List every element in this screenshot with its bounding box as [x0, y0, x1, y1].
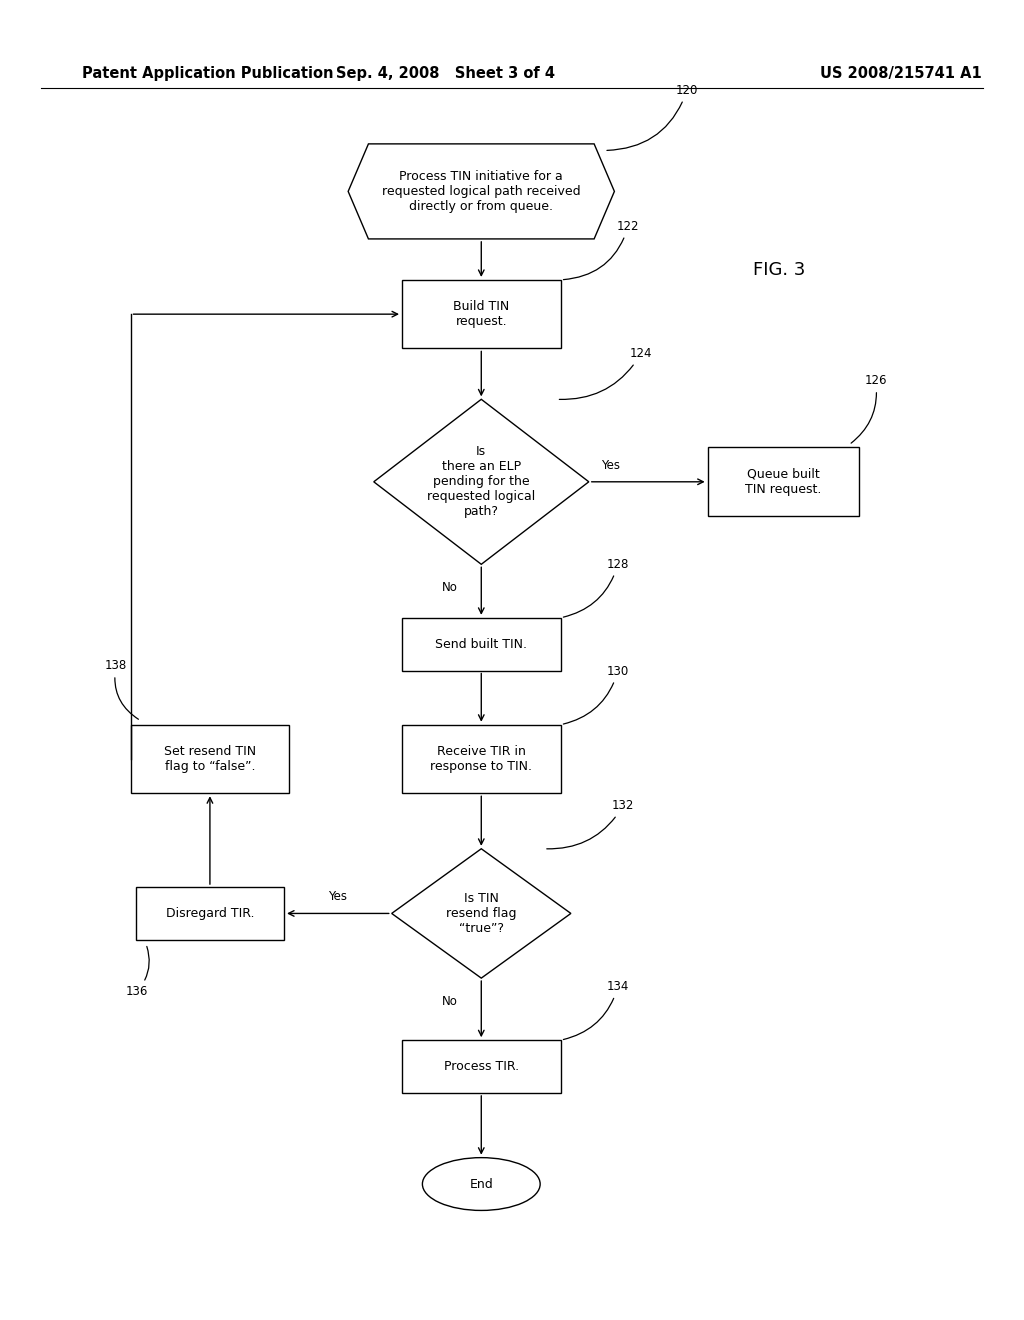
Text: No: No — [442, 581, 459, 594]
Text: Disregard TIR.: Disregard TIR. — [166, 907, 254, 920]
Text: 122: 122 — [563, 219, 639, 280]
Text: Yes: Yes — [328, 890, 347, 903]
FancyBboxPatch shape — [401, 618, 561, 671]
FancyBboxPatch shape — [401, 280, 561, 348]
Text: No: No — [442, 994, 459, 1007]
Text: 124: 124 — [559, 347, 652, 400]
Text: Set resend TIN
flag to “false”.: Set resend TIN flag to “false”. — [164, 744, 256, 774]
Text: Patent Application Publication: Patent Application Publication — [82, 66, 334, 82]
Text: US 2008/215741 A1: US 2008/215741 A1 — [820, 66, 982, 82]
Text: 136: 136 — [126, 946, 150, 998]
Text: Process TIR.: Process TIR. — [443, 1060, 519, 1073]
Text: FIG. 3: FIG. 3 — [753, 260, 805, 279]
Text: Is TIN
resend flag
“true”?: Is TIN resend flag “true”? — [446, 892, 516, 935]
FancyBboxPatch shape — [708, 447, 859, 516]
Text: 120: 120 — [607, 83, 698, 150]
FancyBboxPatch shape — [401, 1040, 561, 1093]
FancyBboxPatch shape — [135, 887, 284, 940]
Polygon shape — [391, 849, 571, 978]
Text: Sep. 4, 2008   Sheet 3 of 4: Sep. 4, 2008 Sheet 3 of 4 — [336, 66, 555, 82]
Text: Send built TIN.: Send built TIN. — [435, 638, 527, 651]
Text: Is
there an ELP
pending for the
requested logical
path?: Is there an ELP pending for the requeste… — [427, 445, 536, 519]
Text: 132: 132 — [547, 799, 634, 849]
Text: End: End — [469, 1177, 494, 1191]
Text: 126: 126 — [851, 374, 887, 444]
Text: Receive TIR in
response to TIN.: Receive TIR in response to TIN. — [430, 744, 532, 774]
Text: Process TIN initiative for a
requested logical path received
directly or from qu: Process TIN initiative for a requested l… — [382, 170, 581, 213]
Text: 134: 134 — [563, 979, 629, 1040]
Text: Build TIN
request.: Build TIN request. — [454, 300, 509, 329]
Polygon shape — [348, 144, 614, 239]
Text: Yes: Yes — [601, 458, 621, 471]
Text: 138: 138 — [105, 659, 138, 719]
Text: 130: 130 — [563, 664, 629, 725]
Ellipse shape — [422, 1158, 541, 1210]
FancyBboxPatch shape — [401, 725, 561, 793]
Text: Queue built
TIN request.: Queue built TIN request. — [745, 467, 821, 496]
FancyBboxPatch shape — [131, 725, 289, 793]
Polygon shape — [374, 399, 589, 565]
Text: 128: 128 — [563, 557, 629, 618]
